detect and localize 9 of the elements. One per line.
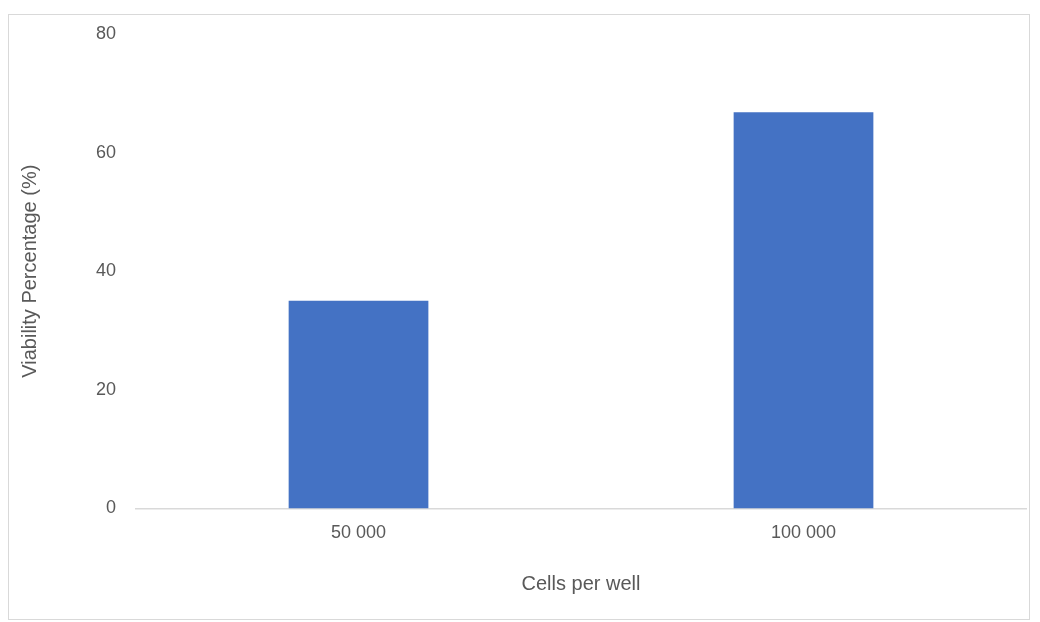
x-tick-label: 50 000 — [330, 522, 387, 543]
y-axis-title: Viability Percentage (%) — [17, 164, 40, 378]
x-axis-title: Cells per well — [521, 571, 641, 594]
y-tick-label: 20 — [95, 378, 117, 399]
y-tick-label: 0 — [106, 497, 117, 518]
y-tick-label: 60 — [95, 141, 117, 162]
y-tick-label: 80 — [95, 22, 117, 43]
x-tick-label: 100 000 — [770, 522, 837, 543]
y-tick-label: 40 — [95, 260, 117, 281]
